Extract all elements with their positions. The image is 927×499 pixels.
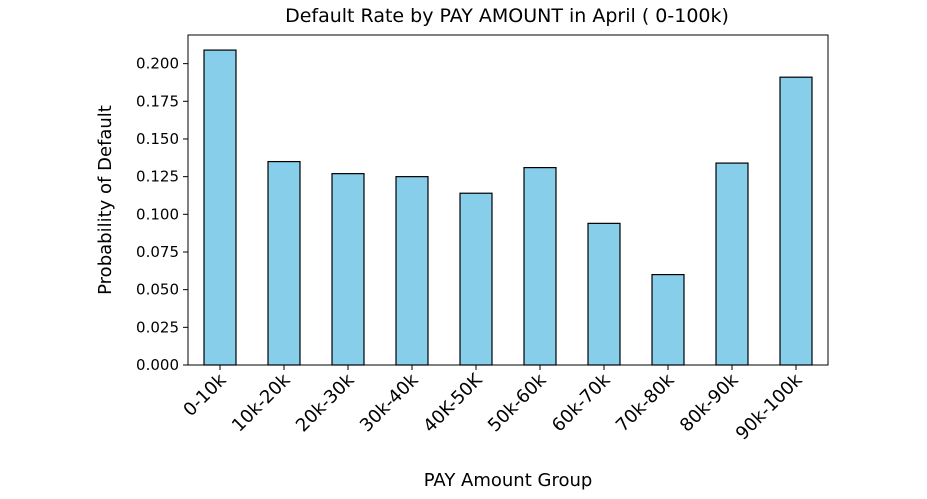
x-axis-ticks: 0-10k10k-20k20k-30k30k-40k40K-50K50k-60k… xyxy=(179,365,807,444)
y-tick-label: 0.000 xyxy=(136,356,179,374)
x-tick-label: 60k-70k xyxy=(548,369,615,436)
x-tick-label: 20k-30k xyxy=(292,369,359,436)
x-tick-label: 70k-80k xyxy=(612,369,679,436)
x-tick-label: 90k-100k xyxy=(732,369,807,444)
x-tick-label: 10k-20k xyxy=(228,369,295,436)
x-axis-label: PAY Amount Group xyxy=(424,470,593,491)
x-tick-label: 0-10k xyxy=(179,369,231,421)
x-tick-label: 50k-60k xyxy=(484,369,551,436)
y-tick-label: 0.150 xyxy=(136,130,179,148)
bar-0-10k xyxy=(203,49,237,366)
bar-70k-80k xyxy=(651,273,685,366)
y-axis-ticks: 0.000 0.025 0.050 0.075 0.100 0.125 0.150 0.175… xyxy=(136,55,188,374)
bar-60k-70k xyxy=(587,222,621,366)
chart-title: Default Rate by PAY AMOUNT in April ( 0-… xyxy=(285,5,729,27)
bar-50k-60k xyxy=(523,167,557,366)
bar-90k-100k xyxy=(779,76,813,366)
bar-40k-50k xyxy=(459,192,493,366)
bar-10k-20k xyxy=(267,160,301,366)
y-tick-label: 0.200 xyxy=(136,55,179,73)
y-tick-label: 0.175 xyxy=(136,92,179,110)
bar-80k-90k xyxy=(715,162,749,366)
x-tick-label: 30k-40k xyxy=(356,369,423,436)
x-tick-label: 40K-50K xyxy=(419,369,487,437)
y-axis-label: Probability of Default xyxy=(95,105,116,295)
y-tick-label: 0.125 xyxy=(136,168,179,186)
x-tick-label: 80k-90k xyxy=(676,369,743,436)
bar-30k-40k xyxy=(395,176,429,366)
plot-frame xyxy=(187,34,829,366)
y-tick-label: 0.050 xyxy=(136,281,179,299)
bar-20k-30k xyxy=(331,173,365,366)
y-tick-label: 0.025 xyxy=(136,318,179,336)
y-tick-label: 0.100 xyxy=(136,205,179,223)
y-tick-label: 0.075 xyxy=(136,243,179,261)
bars-group xyxy=(203,49,813,366)
